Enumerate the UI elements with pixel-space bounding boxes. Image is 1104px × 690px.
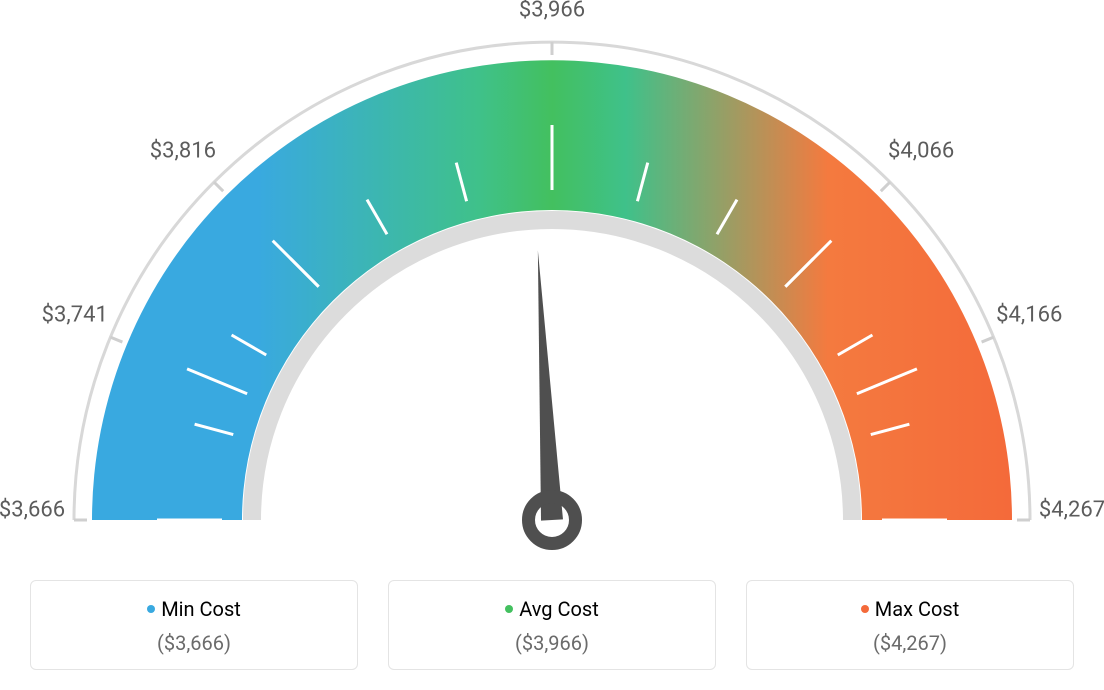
gauge-tick-label: $4,166 bbox=[996, 303, 1062, 328]
gauge-svg bbox=[0, 0, 1104, 560]
legend-card-min: Min Cost ($3,666) bbox=[30, 580, 358, 670]
dot-icon bbox=[147, 605, 155, 613]
gauge-tick-label: $3,666 bbox=[0, 498, 65, 523]
legend-card-max: Max Cost ($4,267) bbox=[746, 580, 1074, 670]
legend-title-text: Min Cost bbox=[161, 597, 241, 621]
legend-title-text: Max Cost bbox=[875, 597, 960, 621]
legend-value-min: ($3,666) bbox=[41, 631, 347, 655]
dot-icon bbox=[861, 605, 869, 613]
legend-title-max: Max Cost bbox=[757, 597, 1063, 621]
legend-value-avg: ($3,966) bbox=[399, 631, 705, 655]
legend-title-text: Avg Cost bbox=[519, 597, 599, 621]
legend-value-max: ($4,267) bbox=[757, 631, 1063, 655]
gauge-tick-label: $3,966 bbox=[519, 0, 585, 23]
gauge-tick-label: $4,066 bbox=[888, 138, 954, 163]
gauge-tick-label: $3,741 bbox=[42, 303, 108, 328]
legend-card-avg: Avg Cost ($3,966) bbox=[388, 580, 716, 670]
legend-row: Min Cost ($3,666) Avg Cost ($3,966) Max … bbox=[30, 580, 1074, 670]
gauge-tick-label: $4,267 bbox=[1039, 498, 1104, 523]
gauge-tick-label: $3,816 bbox=[150, 138, 216, 163]
gauge-chart: $3,666 $3,741 $3,816 $3,966 $4,066 $4,166 $4,2… bbox=[0, 0, 1104, 560]
chart-container: $3,666 $3,741 $3,816 $3,966 $4,066 $4,166 $4,2… bbox=[0, 0, 1104, 690]
dot-icon bbox=[505, 605, 513, 613]
legend-title-avg: Avg Cost bbox=[399, 597, 705, 621]
legend-title-min: Min Cost bbox=[41, 597, 347, 621]
